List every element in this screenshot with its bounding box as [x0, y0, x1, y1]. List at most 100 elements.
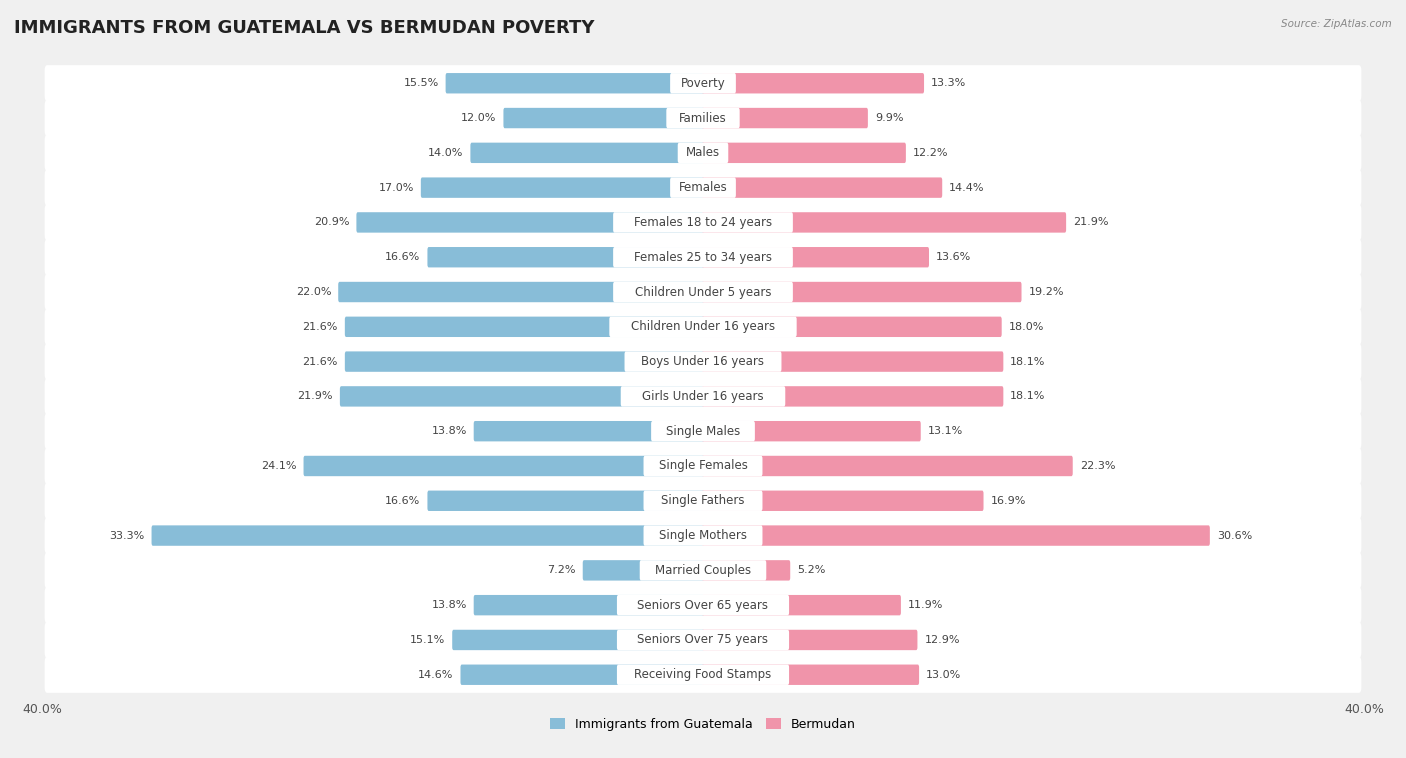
Text: 21.6%: 21.6% — [302, 356, 337, 367]
FancyBboxPatch shape — [446, 73, 704, 93]
FancyBboxPatch shape — [45, 135, 1361, 171]
Text: 20.9%: 20.9% — [314, 218, 350, 227]
Text: Females 25 to 34 years: Females 25 to 34 years — [634, 251, 772, 264]
FancyBboxPatch shape — [45, 553, 1361, 588]
Text: 22.3%: 22.3% — [1080, 461, 1115, 471]
FancyBboxPatch shape — [609, 317, 797, 337]
Text: Children Under 16 years: Children Under 16 years — [631, 321, 775, 334]
Text: 15.5%: 15.5% — [404, 78, 439, 88]
FancyBboxPatch shape — [617, 595, 789, 615]
FancyBboxPatch shape — [45, 413, 1361, 449]
Text: 12.9%: 12.9% — [924, 635, 960, 645]
FancyBboxPatch shape — [474, 595, 704, 615]
FancyBboxPatch shape — [356, 212, 704, 233]
Text: 33.3%: 33.3% — [110, 531, 145, 540]
Text: 21.6%: 21.6% — [302, 322, 337, 332]
FancyBboxPatch shape — [702, 282, 1022, 302]
FancyBboxPatch shape — [45, 274, 1361, 310]
Text: 11.9%: 11.9% — [908, 600, 943, 610]
FancyBboxPatch shape — [45, 448, 1361, 484]
FancyBboxPatch shape — [702, 386, 1004, 406]
Text: Source: ZipAtlas.com: Source: ZipAtlas.com — [1281, 19, 1392, 29]
Text: Seniors Over 65 years: Seniors Over 65 years — [637, 599, 769, 612]
Text: 14.0%: 14.0% — [427, 148, 464, 158]
Text: Single Fathers: Single Fathers — [661, 494, 745, 507]
FancyBboxPatch shape — [702, 108, 868, 128]
Text: Receiving Food Stamps: Receiving Food Stamps — [634, 669, 772, 681]
Text: 13.0%: 13.0% — [927, 670, 962, 680]
Text: Children Under 5 years: Children Under 5 years — [634, 286, 772, 299]
FancyBboxPatch shape — [620, 386, 786, 406]
Text: 17.0%: 17.0% — [378, 183, 413, 193]
Text: 5.2%: 5.2% — [797, 565, 825, 575]
FancyBboxPatch shape — [45, 587, 1361, 623]
Text: 13.6%: 13.6% — [936, 252, 972, 262]
FancyBboxPatch shape — [304, 456, 704, 476]
FancyBboxPatch shape — [45, 65, 1361, 102]
FancyBboxPatch shape — [339, 282, 704, 302]
FancyBboxPatch shape — [624, 352, 782, 372]
FancyBboxPatch shape — [344, 317, 704, 337]
FancyBboxPatch shape — [702, 630, 918, 650]
FancyBboxPatch shape — [702, 177, 942, 198]
FancyBboxPatch shape — [702, 665, 920, 685]
Text: 19.2%: 19.2% — [1028, 287, 1064, 297]
Text: Females 18 to 24 years: Females 18 to 24 years — [634, 216, 772, 229]
Text: 22.0%: 22.0% — [295, 287, 332, 297]
Text: 9.9%: 9.9% — [875, 113, 903, 123]
FancyBboxPatch shape — [702, 560, 790, 581]
Text: Single Females: Single Females — [658, 459, 748, 472]
FancyBboxPatch shape — [613, 282, 793, 302]
FancyBboxPatch shape — [640, 560, 766, 581]
Text: 18.0%: 18.0% — [1008, 322, 1045, 332]
FancyBboxPatch shape — [344, 352, 704, 372]
FancyBboxPatch shape — [45, 343, 1361, 380]
FancyBboxPatch shape — [671, 73, 735, 93]
Text: Married Couples: Married Couples — [655, 564, 751, 577]
FancyBboxPatch shape — [152, 525, 704, 546]
FancyBboxPatch shape — [644, 490, 762, 511]
FancyBboxPatch shape — [45, 656, 1361, 693]
FancyBboxPatch shape — [617, 665, 789, 685]
FancyBboxPatch shape — [702, 456, 1073, 476]
FancyBboxPatch shape — [666, 108, 740, 128]
Text: 16.9%: 16.9% — [990, 496, 1026, 506]
FancyBboxPatch shape — [45, 100, 1361, 136]
FancyBboxPatch shape — [427, 490, 704, 511]
FancyBboxPatch shape — [474, 421, 704, 441]
Text: Poverty: Poverty — [681, 77, 725, 89]
Legend: Immigrants from Guatemala, Bermudan: Immigrants from Guatemala, Bermudan — [546, 713, 860, 736]
FancyBboxPatch shape — [340, 386, 704, 406]
Text: 13.8%: 13.8% — [432, 426, 467, 436]
Text: Families: Families — [679, 111, 727, 124]
FancyBboxPatch shape — [702, 352, 1004, 372]
Text: Seniors Over 75 years: Seniors Over 75 years — [637, 634, 769, 647]
Text: 13.1%: 13.1% — [928, 426, 963, 436]
Text: Single Mothers: Single Mothers — [659, 529, 747, 542]
Text: 12.2%: 12.2% — [912, 148, 948, 158]
Text: IMMIGRANTS FROM GUATEMALA VS BERMUDAN POVERTY: IMMIGRANTS FROM GUATEMALA VS BERMUDAN PO… — [14, 19, 595, 37]
FancyBboxPatch shape — [651, 421, 755, 441]
Text: 16.6%: 16.6% — [385, 252, 420, 262]
Text: 14.4%: 14.4% — [949, 183, 984, 193]
Text: 16.6%: 16.6% — [385, 496, 420, 506]
Text: 14.6%: 14.6% — [418, 670, 454, 680]
Text: Females: Females — [679, 181, 727, 194]
FancyBboxPatch shape — [702, 212, 1066, 233]
Text: 15.1%: 15.1% — [411, 635, 446, 645]
Text: Males: Males — [686, 146, 720, 159]
Text: 21.9%: 21.9% — [298, 391, 333, 402]
FancyBboxPatch shape — [702, 73, 924, 93]
Text: Boys Under 16 years: Boys Under 16 years — [641, 355, 765, 368]
FancyBboxPatch shape — [45, 378, 1361, 415]
FancyBboxPatch shape — [702, 490, 984, 511]
FancyBboxPatch shape — [617, 630, 789, 650]
Text: 13.3%: 13.3% — [931, 78, 966, 88]
FancyBboxPatch shape — [453, 630, 704, 650]
FancyBboxPatch shape — [613, 247, 793, 268]
FancyBboxPatch shape — [45, 518, 1361, 553]
FancyBboxPatch shape — [503, 108, 704, 128]
FancyBboxPatch shape — [702, 317, 1001, 337]
FancyBboxPatch shape — [702, 143, 905, 163]
FancyBboxPatch shape — [471, 143, 704, 163]
